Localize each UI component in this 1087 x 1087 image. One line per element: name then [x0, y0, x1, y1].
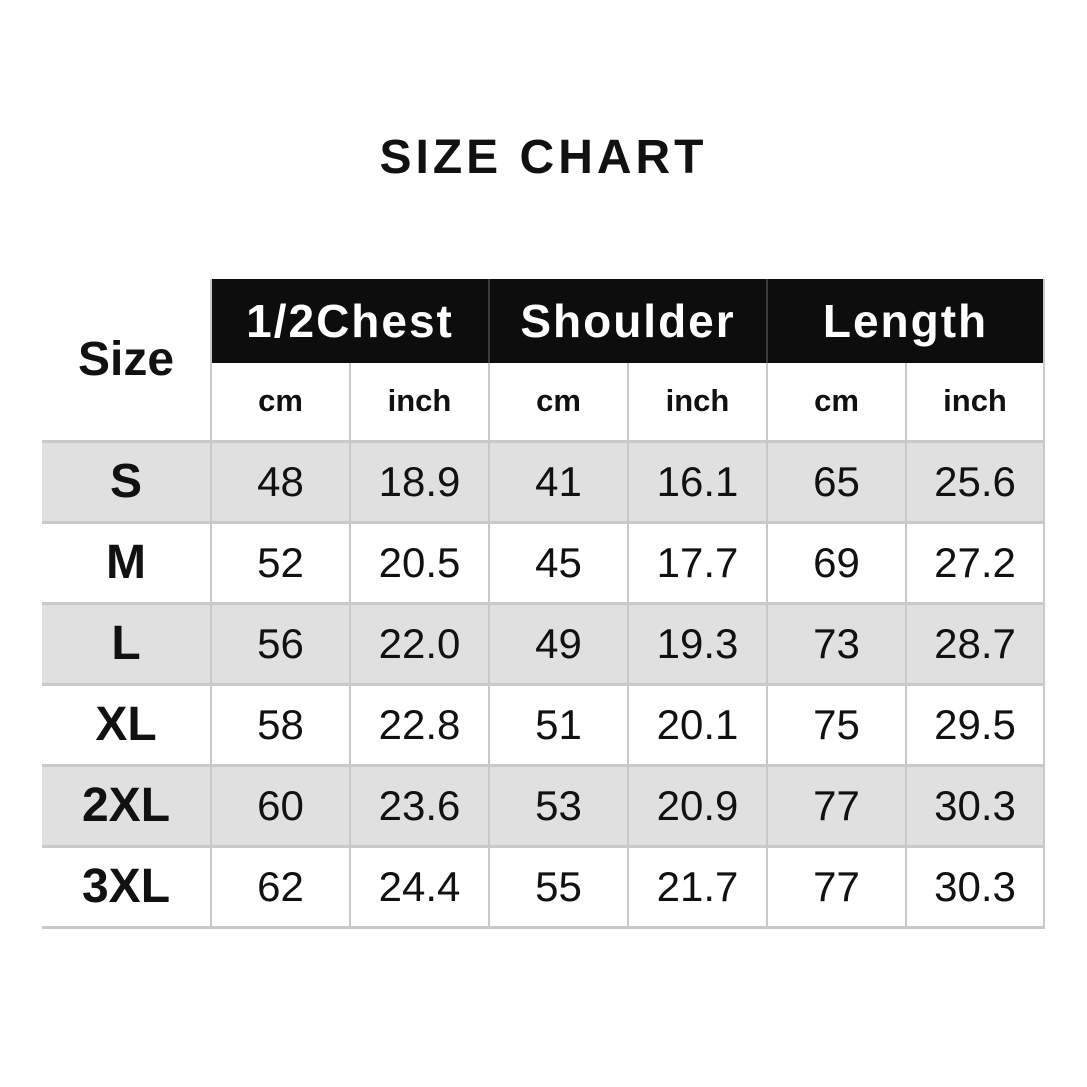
measurement-cell: 45: [488, 520, 628, 603]
measurement-cell: 18.9: [349, 439, 489, 522]
size-column-header: Size: [42, 279, 211, 441]
table-row-l: L 56 22.0 49 19.3 73 28.7: [42, 601, 1046, 684]
measurement-cell: 21.7: [627, 844, 767, 929]
measurement-cell: 41: [488, 439, 628, 522]
group-header-shoulder: Shoulder: [488, 279, 767, 363]
unit-header-cm: cm: [488, 363, 628, 441]
size-row-label: M: [42, 520, 211, 603]
unit-header-inch: inch: [349, 363, 489, 441]
measurement-cell: 29.5: [904, 682, 1046, 765]
size-chart-table: Size 1/2Chest Shoulder Length cm inch cm…: [42, 279, 1046, 929]
measurement-cell: 30.3: [904, 763, 1046, 846]
group-header-half-chest: 1/2Chest: [210, 279, 489, 363]
measurement-cell: 55: [488, 844, 628, 929]
unit-header-inch: inch: [904, 363, 1046, 441]
measurement-cell: 52: [210, 520, 350, 603]
size-row-label: L: [42, 601, 211, 684]
table-row-2xl: 2XL 60 23.6 53 20.9 77 30.3: [42, 763, 1046, 846]
measurement-cell: 51: [488, 682, 628, 765]
unit-header-inch: inch: [627, 363, 767, 441]
measurement-cell: 62: [210, 844, 350, 929]
table-row-3xl: 3XL 62 24.4 55 21.7 77 30.3: [42, 844, 1046, 929]
group-header-length: Length: [765, 279, 1046, 363]
measurement-cell: 25.6: [904, 439, 1046, 522]
measurement-cell: 28.7: [904, 601, 1046, 684]
measurement-cell: 24.4: [349, 844, 489, 929]
measurement-cell: 19.3: [627, 601, 767, 684]
measurement-cell: 22.8: [349, 682, 489, 765]
measurement-cell: 58: [210, 682, 350, 765]
measurement-cell: 56: [210, 601, 350, 684]
unit-header-cm: cm: [766, 363, 906, 441]
measurement-cell: 65: [766, 439, 906, 522]
measurement-cell: 48: [210, 439, 350, 522]
unit-header-row: cm inch cm inch cm inch: [42, 363, 1046, 441]
size-row-label: 3XL: [42, 844, 211, 929]
table-row-s: S 48 18.9 41 16.1 65 25.6: [42, 439, 1046, 522]
measurement-cell: 16.1: [627, 439, 767, 522]
page-title: SIZE CHART: [379, 131, 708, 184]
size-row-label: 2XL: [42, 763, 211, 846]
measurement-cell: 77: [766, 763, 906, 846]
measurement-cell: 27.2: [904, 520, 1046, 603]
group-header-row: Size 1/2Chest Shoulder Length: [42, 279, 1046, 441]
measurement-cell: 20.5: [349, 520, 489, 603]
measurement-cell: 53: [488, 763, 628, 846]
measurement-cell: 30.3: [904, 844, 1046, 929]
measurement-cell: 17.7: [627, 520, 767, 603]
table-row-xl: XL 58 22.8 51 20.1 75 29.5: [42, 682, 1046, 765]
size-row-label: XL: [42, 682, 211, 765]
measurement-cell: 22.0: [349, 601, 489, 684]
unit-header-cm: cm: [210, 363, 350, 441]
measurement-cell: 20.1: [627, 682, 767, 765]
table-row-m: M 52 20.5 45 17.7 69 27.2: [42, 520, 1046, 603]
measurement-cell: 73: [766, 601, 906, 684]
measurement-cell: 69: [766, 520, 906, 603]
measurement-cell: 60: [210, 763, 350, 846]
measurement-cell: 49: [488, 601, 628, 684]
measurement-cell: 77: [766, 844, 906, 929]
size-row-label: S: [42, 439, 211, 522]
measurement-cell: 20.9: [627, 763, 767, 846]
measurement-cell: 23.6: [349, 763, 489, 846]
measurement-cell: 75: [766, 682, 906, 765]
